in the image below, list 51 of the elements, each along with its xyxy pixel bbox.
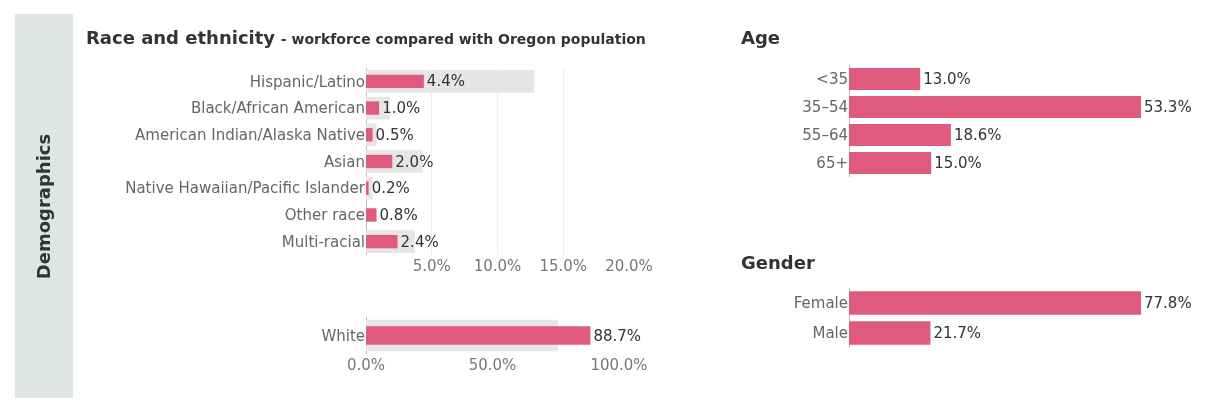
- data-label: 1.0%: [382, 99, 421, 118]
- y-tick-label: Black/African American: [190, 99, 365, 118]
- bar: [849, 68, 921, 90]
- bar: [366, 74, 424, 89]
- x-tick-label: 20.0%: [605, 257, 653, 275]
- data-label: 0.5%: [375, 125, 414, 144]
- data-label: 4.4%: [426, 72, 465, 91]
- data-label: 21.7%: [933, 324, 982, 342]
- data-label: 13.0%: [923, 70, 971, 88]
- bar: [366, 234, 398, 249]
- bar: [849, 152, 932, 174]
- bar: [366, 154, 393, 169]
- x-tick-label: 5.0%: [412, 257, 451, 275]
- y-tick-label: Female: [793, 294, 848, 313]
- data-label: 18.6%: [953, 126, 1002, 144]
- y-tick-label: Asian: [324, 152, 365, 171]
- y-tick-label: 65+: [816, 154, 848, 173]
- y-tick-label: Multi-racial: [281, 232, 365, 251]
- y-tick-label: American Indian/Alaska Native: [135, 126, 365, 145]
- y-tick-label: Native Hawaiian/Pacific Islander: [125, 179, 366, 198]
- bar: [366, 101, 380, 115]
- chart-subtitle: - workforce compared with Oregon population: [280, 30, 646, 47]
- text: Demographics: [33, 133, 55, 279]
- data-label: 2.4%: [400, 232, 439, 251]
- data-label: 15.0%: [934, 154, 982, 172]
- chart-title: Gender: [741, 251, 815, 273]
- bar: [366, 208, 377, 222]
- bar: [366, 181, 369, 195]
- data-label: 0.2%: [371, 179, 410, 198]
- data-label: 0.8%: [379, 205, 418, 224]
- x-tick-label: 100.0%: [590, 356, 648, 374]
- bar: [366, 128, 373, 142]
- y-tick-label: 55–64: [802, 126, 848, 145]
- text: Race and ethnicity: [86, 26, 276, 48]
- data-label: 53.3%: [1144, 98, 1192, 116]
- x-tick-label: 50.0%: [468, 356, 517, 374]
- y-tick-label: Other race: [284, 206, 365, 225]
- y-tick-label: Hispanic/Latino: [249, 72, 365, 91]
- data-label: 2.0%: [395, 152, 434, 171]
- y-tick-label: White: [321, 326, 365, 345]
- data-label: 77.8%: [1144, 294, 1192, 312]
- y-tick-label: <35: [816, 70, 848, 89]
- chart-title: Age: [741, 26, 781, 48]
- x-tick-label: 10.0%: [473, 257, 522, 275]
- bar: [849, 96, 1141, 118]
- data-label: 88.7%: [593, 326, 642, 345]
- y-tick-label: 35–54: [802, 98, 848, 117]
- x-tick-label: 0.0%: [346, 356, 386, 374]
- bar: [849, 124, 951, 146]
- x-tick-label: 15.0%: [539, 257, 588, 275]
- y-tick-label: Male: [812, 324, 848, 343]
